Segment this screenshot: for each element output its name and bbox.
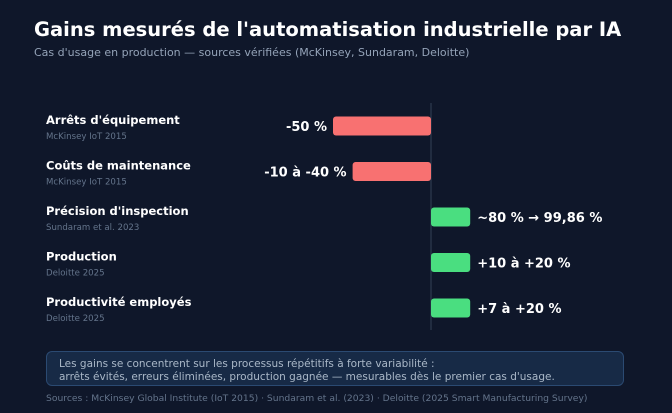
sources-footer: Sources : McKinsey Global Institute (IoT… [46,393,588,404]
category-source: Deloitte 2025 [46,314,105,324]
bar [333,116,431,136]
bar-value-label: +10 à +20 % [477,257,570,272]
insight-line-1: Les gains se concentrent sur les process… [59,358,435,370]
category-source: McKinsey IoT 2015 [46,132,127,142]
category-label: Production [46,250,117,264]
insight-line-2: arrêts évités, erreurs éliminées, produc… [59,371,555,383]
bar-value-label: -50 % [286,120,327,135]
insight-callout: Les gains se concentrent sur les process… [46,351,624,386]
bar [431,253,471,272]
category-label: Précision d'inspection [46,204,189,218]
page-subtitle: Cas d'usage en production — sources véri… [34,46,470,59]
bar [431,298,471,318]
category-label: Arrêts d'équipement [46,113,180,127]
page-title: Gains mesurés de l'automatisation indust… [34,18,622,41]
category-source: McKinsey IoT 2015 [46,178,127,188]
category-source: Deloitte 2025 [46,269,105,279]
bar [352,162,431,181]
bar-value-label: +7 à +20 % [477,302,561,317]
bar-value-label: ~80 % → 99,86 % [477,211,602,226]
category-source: Sundaram et al. 2023 [46,223,139,233]
bar-value-label: -10 à -40 % [264,166,346,181]
bar [431,207,471,227]
category-label: Coûts de maintenance [46,159,191,173]
category-label: Productivité employés [46,295,192,309]
